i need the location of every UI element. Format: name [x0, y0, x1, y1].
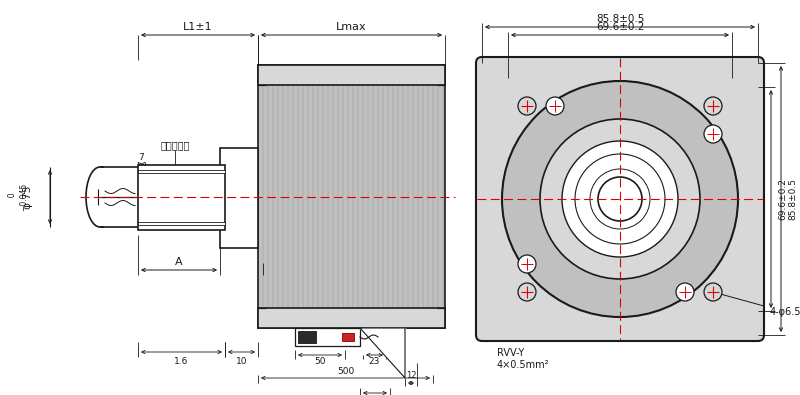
Text: 螺母止滑片: 螺母止滑片	[160, 140, 190, 150]
Circle shape	[540, 119, 700, 279]
Polygon shape	[360, 328, 405, 378]
Bar	[220, 148, 258, 248]
Circle shape	[546, 97, 564, 115]
Text: L1±1: L1±1	[183, 22, 213, 32]
Circle shape	[704, 97, 722, 115]
Text: 50: 50	[314, 357, 326, 367]
Text: 85.8±0.5: 85.8±0.5	[789, 178, 798, 220]
Text: Lmax: Lmax	[336, 22, 367, 32]
Bar	[138, 222, 225, 225]
Text: 85.8±0.5: 85.8±0.5	[596, 14, 644, 24]
Bar	[138, 170, 225, 173]
Text: 10: 10	[236, 357, 247, 365]
Text: 69.6±0.2: 69.6±0.2	[596, 22, 644, 32]
Text: 12: 12	[406, 372, 416, 380]
Circle shape	[502, 81, 738, 317]
Text: RVV-Y: RVV-Y	[497, 348, 524, 358]
Bar	[298, 331, 316, 343]
Circle shape	[704, 283, 722, 301]
Bar	[295, 328, 360, 346]
Circle shape	[575, 154, 665, 244]
Text: 4×0.5mm²: 4×0.5mm²	[497, 360, 550, 370]
Circle shape	[518, 283, 536, 301]
Bar	[258, 65, 445, 328]
Circle shape	[704, 125, 722, 143]
Bar	[258, 65, 445, 85]
Text: 4-φ6.5: 4-φ6.5	[716, 293, 800, 317]
Text: 500: 500	[338, 367, 354, 376]
Bar	[138, 165, 225, 230]
Text: 0
−0.045: 0 −0.045	[8, 183, 28, 211]
Text: 1.6: 1.6	[174, 357, 189, 365]
Bar	[258, 308, 445, 328]
Text: 7: 7	[138, 154, 144, 162]
Text: A: A	[175, 257, 183, 267]
Circle shape	[598, 177, 642, 221]
Circle shape	[518, 255, 536, 273]
FancyBboxPatch shape	[476, 57, 764, 341]
Circle shape	[562, 141, 678, 257]
Text: 69.6±0.2: 69.6±0.2	[778, 178, 787, 220]
Text: 23: 23	[369, 357, 380, 367]
Circle shape	[676, 283, 694, 301]
Text: φ 73: φ 73	[23, 185, 33, 209]
Circle shape	[518, 97, 536, 115]
Bar	[342, 333, 354, 341]
